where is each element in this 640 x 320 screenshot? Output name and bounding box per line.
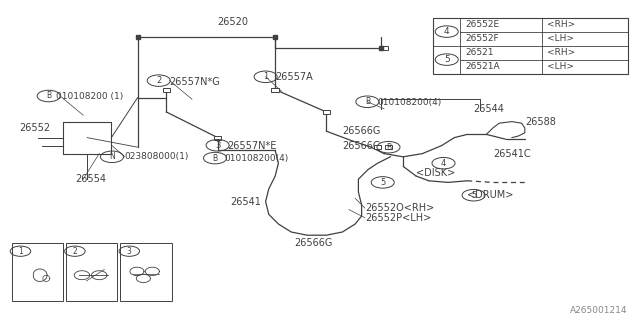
Bar <box>120 243 172 301</box>
Text: 4: 4 <box>444 27 449 36</box>
Text: 1: 1 <box>263 72 268 81</box>
Bar <box>385 145 392 149</box>
Text: <LH>: <LH> <box>547 34 574 43</box>
Bar <box>12 243 63 301</box>
Text: 1: 1 <box>18 247 23 256</box>
Text: N: N <box>109 152 115 161</box>
Bar <box>271 88 279 92</box>
Text: B: B <box>386 143 391 152</box>
Text: 26566G: 26566G <box>342 140 381 151</box>
Bar <box>323 110 330 114</box>
Bar <box>63 122 111 154</box>
Text: <RH>: <RH> <box>547 48 575 57</box>
Text: 26557N*G: 26557N*G <box>170 76 220 87</box>
Text: 26552F: 26552F <box>465 34 499 43</box>
Text: B: B <box>212 154 218 163</box>
Text: 26541: 26541 <box>230 196 261 207</box>
Text: 2: 2 <box>72 247 77 256</box>
Text: B: B <box>365 97 370 106</box>
Text: 3: 3 <box>127 247 132 256</box>
Text: 4: 4 <box>441 159 446 168</box>
Bar <box>374 145 381 149</box>
Text: <RH>: <RH> <box>547 20 575 29</box>
Text: 26520: 26520 <box>218 17 248 28</box>
Text: 26521A: 26521A <box>465 62 500 71</box>
Text: <DISK>: <DISK> <box>416 168 455 178</box>
Text: 010108200(4): 010108200(4) <box>378 98 442 107</box>
Text: 3: 3 <box>215 141 220 150</box>
Text: 5: 5 <box>444 55 449 64</box>
Text: 26566G: 26566G <box>294 238 333 248</box>
Text: 26588: 26588 <box>525 116 556 127</box>
Text: 023808000(1): 023808000(1) <box>125 152 189 161</box>
Text: 010108200(4): 010108200(4) <box>224 154 288 163</box>
Text: 2: 2 <box>156 76 161 85</box>
Bar <box>433 18 628 74</box>
Text: <LH>: <LH> <box>547 62 574 71</box>
Bar <box>66 243 117 301</box>
Text: 26557N*E: 26557N*E <box>227 140 276 151</box>
Bar <box>380 46 388 50</box>
Text: 26541C: 26541C <box>493 148 531 159</box>
Bar <box>163 88 170 92</box>
Text: 26557A: 26557A <box>275 72 313 82</box>
Text: 5: 5 <box>471 191 476 200</box>
Text: 26521: 26521 <box>465 48 494 57</box>
Text: B: B <box>46 92 51 100</box>
Text: 26566G: 26566G <box>342 126 381 136</box>
Text: A265001214: A265001214 <box>570 306 627 315</box>
Text: 26552P<LH>: 26552P<LH> <box>365 212 431 223</box>
Text: 26552E: 26552E <box>465 20 499 29</box>
Text: 26544: 26544 <box>474 104 504 114</box>
Bar <box>214 136 221 140</box>
Text: 26552O<RH>: 26552O<RH> <box>365 203 434 213</box>
Text: 5: 5 <box>380 178 385 187</box>
Text: <DRUM>: <DRUM> <box>467 190 513 200</box>
Text: 26552: 26552 <box>19 123 51 133</box>
Text: 26554: 26554 <box>76 174 106 184</box>
Text: 010108200 (1): 010108200 (1) <box>56 92 124 100</box>
